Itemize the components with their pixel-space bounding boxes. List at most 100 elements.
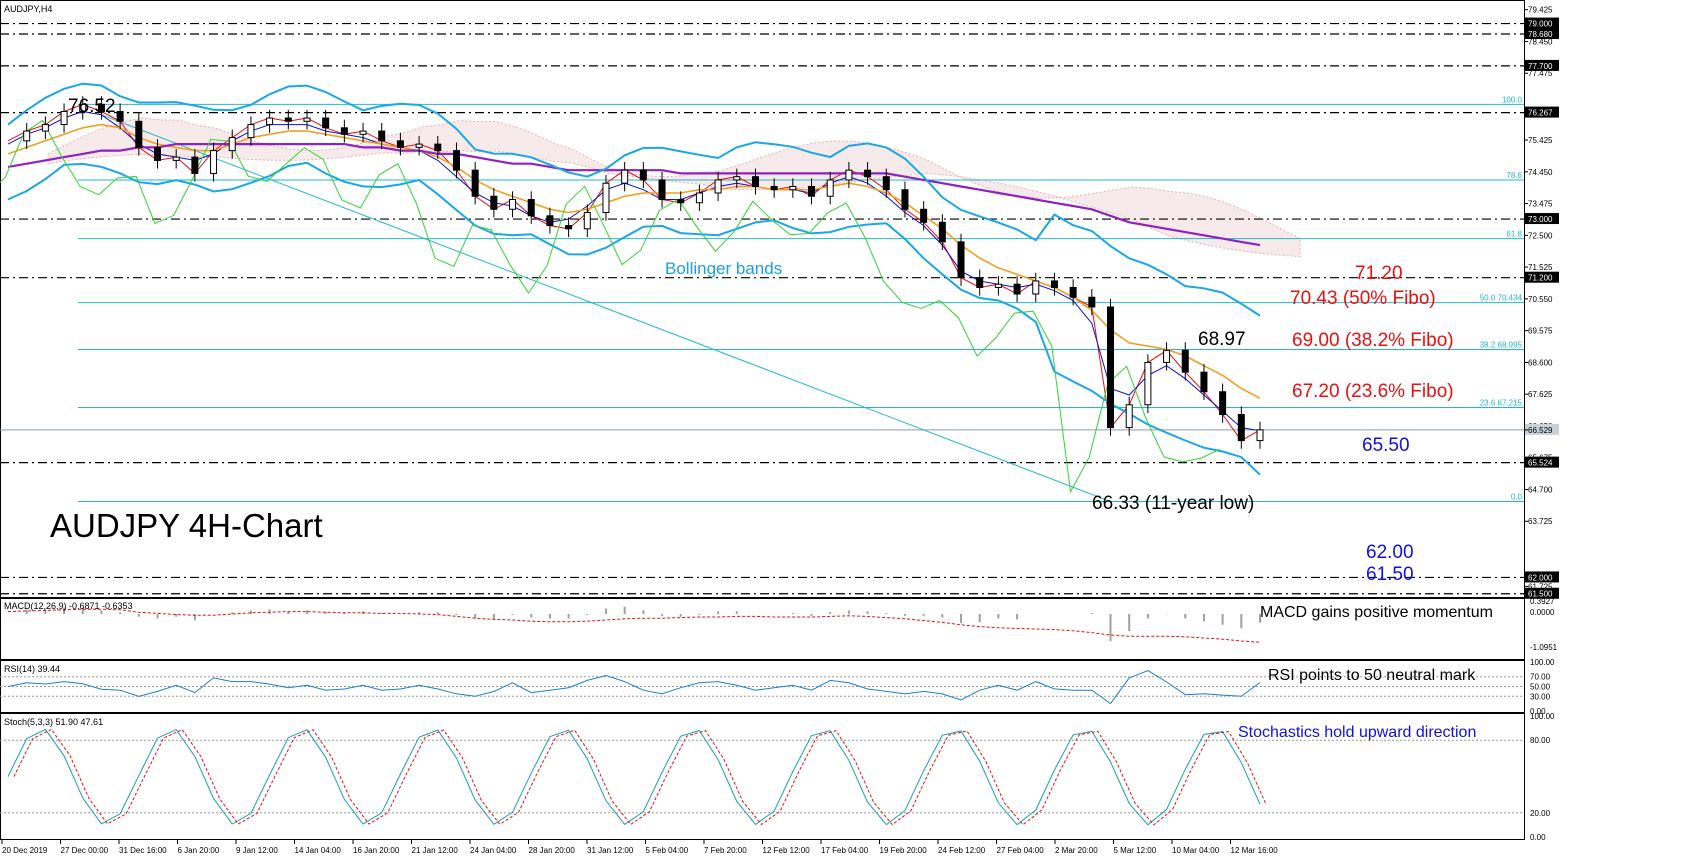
price-tag-box [1525, 27, 1559, 39]
candle-body [864, 169, 872, 178]
candle-body [751, 176, 759, 187]
time-tick-label: 27 Feb 04:00 [997, 846, 1045, 855]
price-tick-label: 63.725 [1528, 517, 1553, 526]
candle-body [135, 120, 143, 148]
price-tick-label: 75.425 [1528, 136, 1553, 145]
price-tick-label: 79.425 [1528, 6, 1553, 15]
candle-body [340, 127, 348, 135]
candle-body [938, 221, 946, 243]
price-tick-label: 72.500 [1528, 231, 1553, 240]
time-tick-label: 19 Feb 20:00 [880, 846, 928, 855]
stoch-axis-label: 20.00 [1530, 809, 1551, 818]
macd-axis-label: 0.3927 [1530, 597, 1555, 606]
time-tick-label: 5 Feb 04:00 [646, 846, 689, 855]
candle-body [733, 176, 741, 181]
time-tick-label: 28 Jan 20:00 [529, 846, 576, 855]
time-tick-label: 31 Dec 16:00 [119, 846, 167, 855]
price-tag-box [1525, 17, 1559, 29]
candle-body [1107, 306, 1115, 429]
price-tick-label: 71.200 [1528, 274, 1553, 283]
rsi-axis-label: 0.00 [1530, 707, 1546, 716]
price-tag-box [1525, 106, 1559, 118]
time-tick-label: 14 Jan 04:00 [295, 846, 342, 855]
candle-body [808, 185, 816, 197]
candle-body [1125, 404, 1133, 429]
bollinger-lower [7, 161, 1261, 476]
macd-note: MACD gains positive momentum [1260, 604, 1493, 621]
price-tick-label: 73.000 [1528, 215, 1553, 224]
candle-body [565, 225, 573, 230]
candle-body [789, 185, 797, 191]
annotation-7120: 71.20 [1355, 263, 1403, 284]
candle-body [378, 130, 386, 142]
rsi-line [7, 670, 1261, 705]
symbol-label: AUDJPY,H4 [4, 4, 52, 14]
candle-body [153, 146, 161, 161]
candle-body [714, 179, 722, 194]
candle-body [172, 156, 180, 161]
time-tick-label: 31 Jan 12:00 [587, 846, 634, 855]
annotation-high: 76.52 [68, 96, 116, 117]
time-tick-label: 20 Dec 2019 [2, 846, 48, 855]
candle-body [434, 143, 442, 152]
candle-body [452, 150, 460, 171]
fib-label-2: 61.8 [1506, 230, 1522, 239]
candle-body [41, 124, 49, 132]
cloud-area [47, 117, 1301, 258]
stoch-axis-label: 80.00 [1530, 736, 1551, 745]
candle-body [583, 212, 591, 230]
candle-body [1181, 349, 1189, 373]
candle-body [1200, 371, 1208, 393]
price-tick-label: 61.500 [1528, 590, 1553, 599]
stoch-axis-label: 0.00 [1530, 833, 1546, 842]
time-tick-label: 5 Mar 12:00 [1114, 846, 1157, 855]
candle-body [994, 283, 1002, 288]
time-tick-label: 9 Jan 12:00 [236, 846, 278, 855]
candle-body [228, 137, 236, 152]
time-axis: 20 Dec 2019 27 Dec 00:00 31 Dec 16:00 6 Jan… [1, 840, 1279, 855]
time-tick-label: 12 Mar 16:00 [1231, 846, 1279, 855]
candle-body [1088, 296, 1096, 308]
fib-label-1: 78.6 [1506, 171, 1522, 180]
candle-body [1032, 280, 1040, 295]
price-tick-label: 78.680 [1528, 30, 1553, 39]
stoch-main-line [7, 728, 1261, 826]
price-tick-label: 79.000 [1528, 20, 1553, 29]
candle-body [695, 192, 703, 204]
price-tag-box [1525, 571, 1559, 583]
candle-body [303, 117, 311, 122]
candle-body [23, 130, 31, 142]
time-tick-label: 12 Feb 12:00 [763, 846, 811, 855]
candle-body [770, 185, 778, 191]
price-tick-label: 70.550 [1528, 295, 1553, 304]
price-tick-label: 61.725 [1528, 582, 1553, 591]
annotation-6550: 65.50 [1362, 435, 1410, 456]
time-tick-label: 10 Mar 04:00 [1172, 846, 1220, 855]
candle-body [1256, 429, 1264, 442]
candle-body [284, 117, 292, 122]
price-tick-label: 65.524 [1528, 459, 1553, 468]
candle-body [79, 103, 87, 113]
price-tag-box [1525, 213, 1559, 225]
stoch-signal-line [13, 728, 1267, 826]
fib-label-4: 38.2 68.995 [1480, 341, 1523, 350]
candle-body [621, 169, 629, 184]
time-tick-label: 24 Jan 04:00 [470, 846, 517, 855]
candle-body [677, 198, 685, 204]
candle-body [826, 179, 834, 197]
candle-body [527, 198, 535, 217]
candle-body [882, 176, 890, 191]
candle-body [957, 241, 965, 279]
candle-body [322, 117, 330, 129]
price-tick-label: 77.700 [1528, 62, 1553, 71]
candle-body [976, 277, 984, 288]
candle-body [509, 198, 517, 210]
price-tick-label: 66.529 [1528, 426, 1553, 435]
macd-axis-label: 0.0000 [1530, 608, 1555, 617]
bollinger-upper [7, 82, 1261, 317]
price-tick-label: 62.000 [1528, 573, 1553, 582]
time-tick-label: 16 Jan 20:00 [353, 846, 400, 855]
annotation-fibo-236: 67.20 (23.6% Fibo) [1292, 381, 1454, 402]
trendline [101, 114, 1111, 503]
